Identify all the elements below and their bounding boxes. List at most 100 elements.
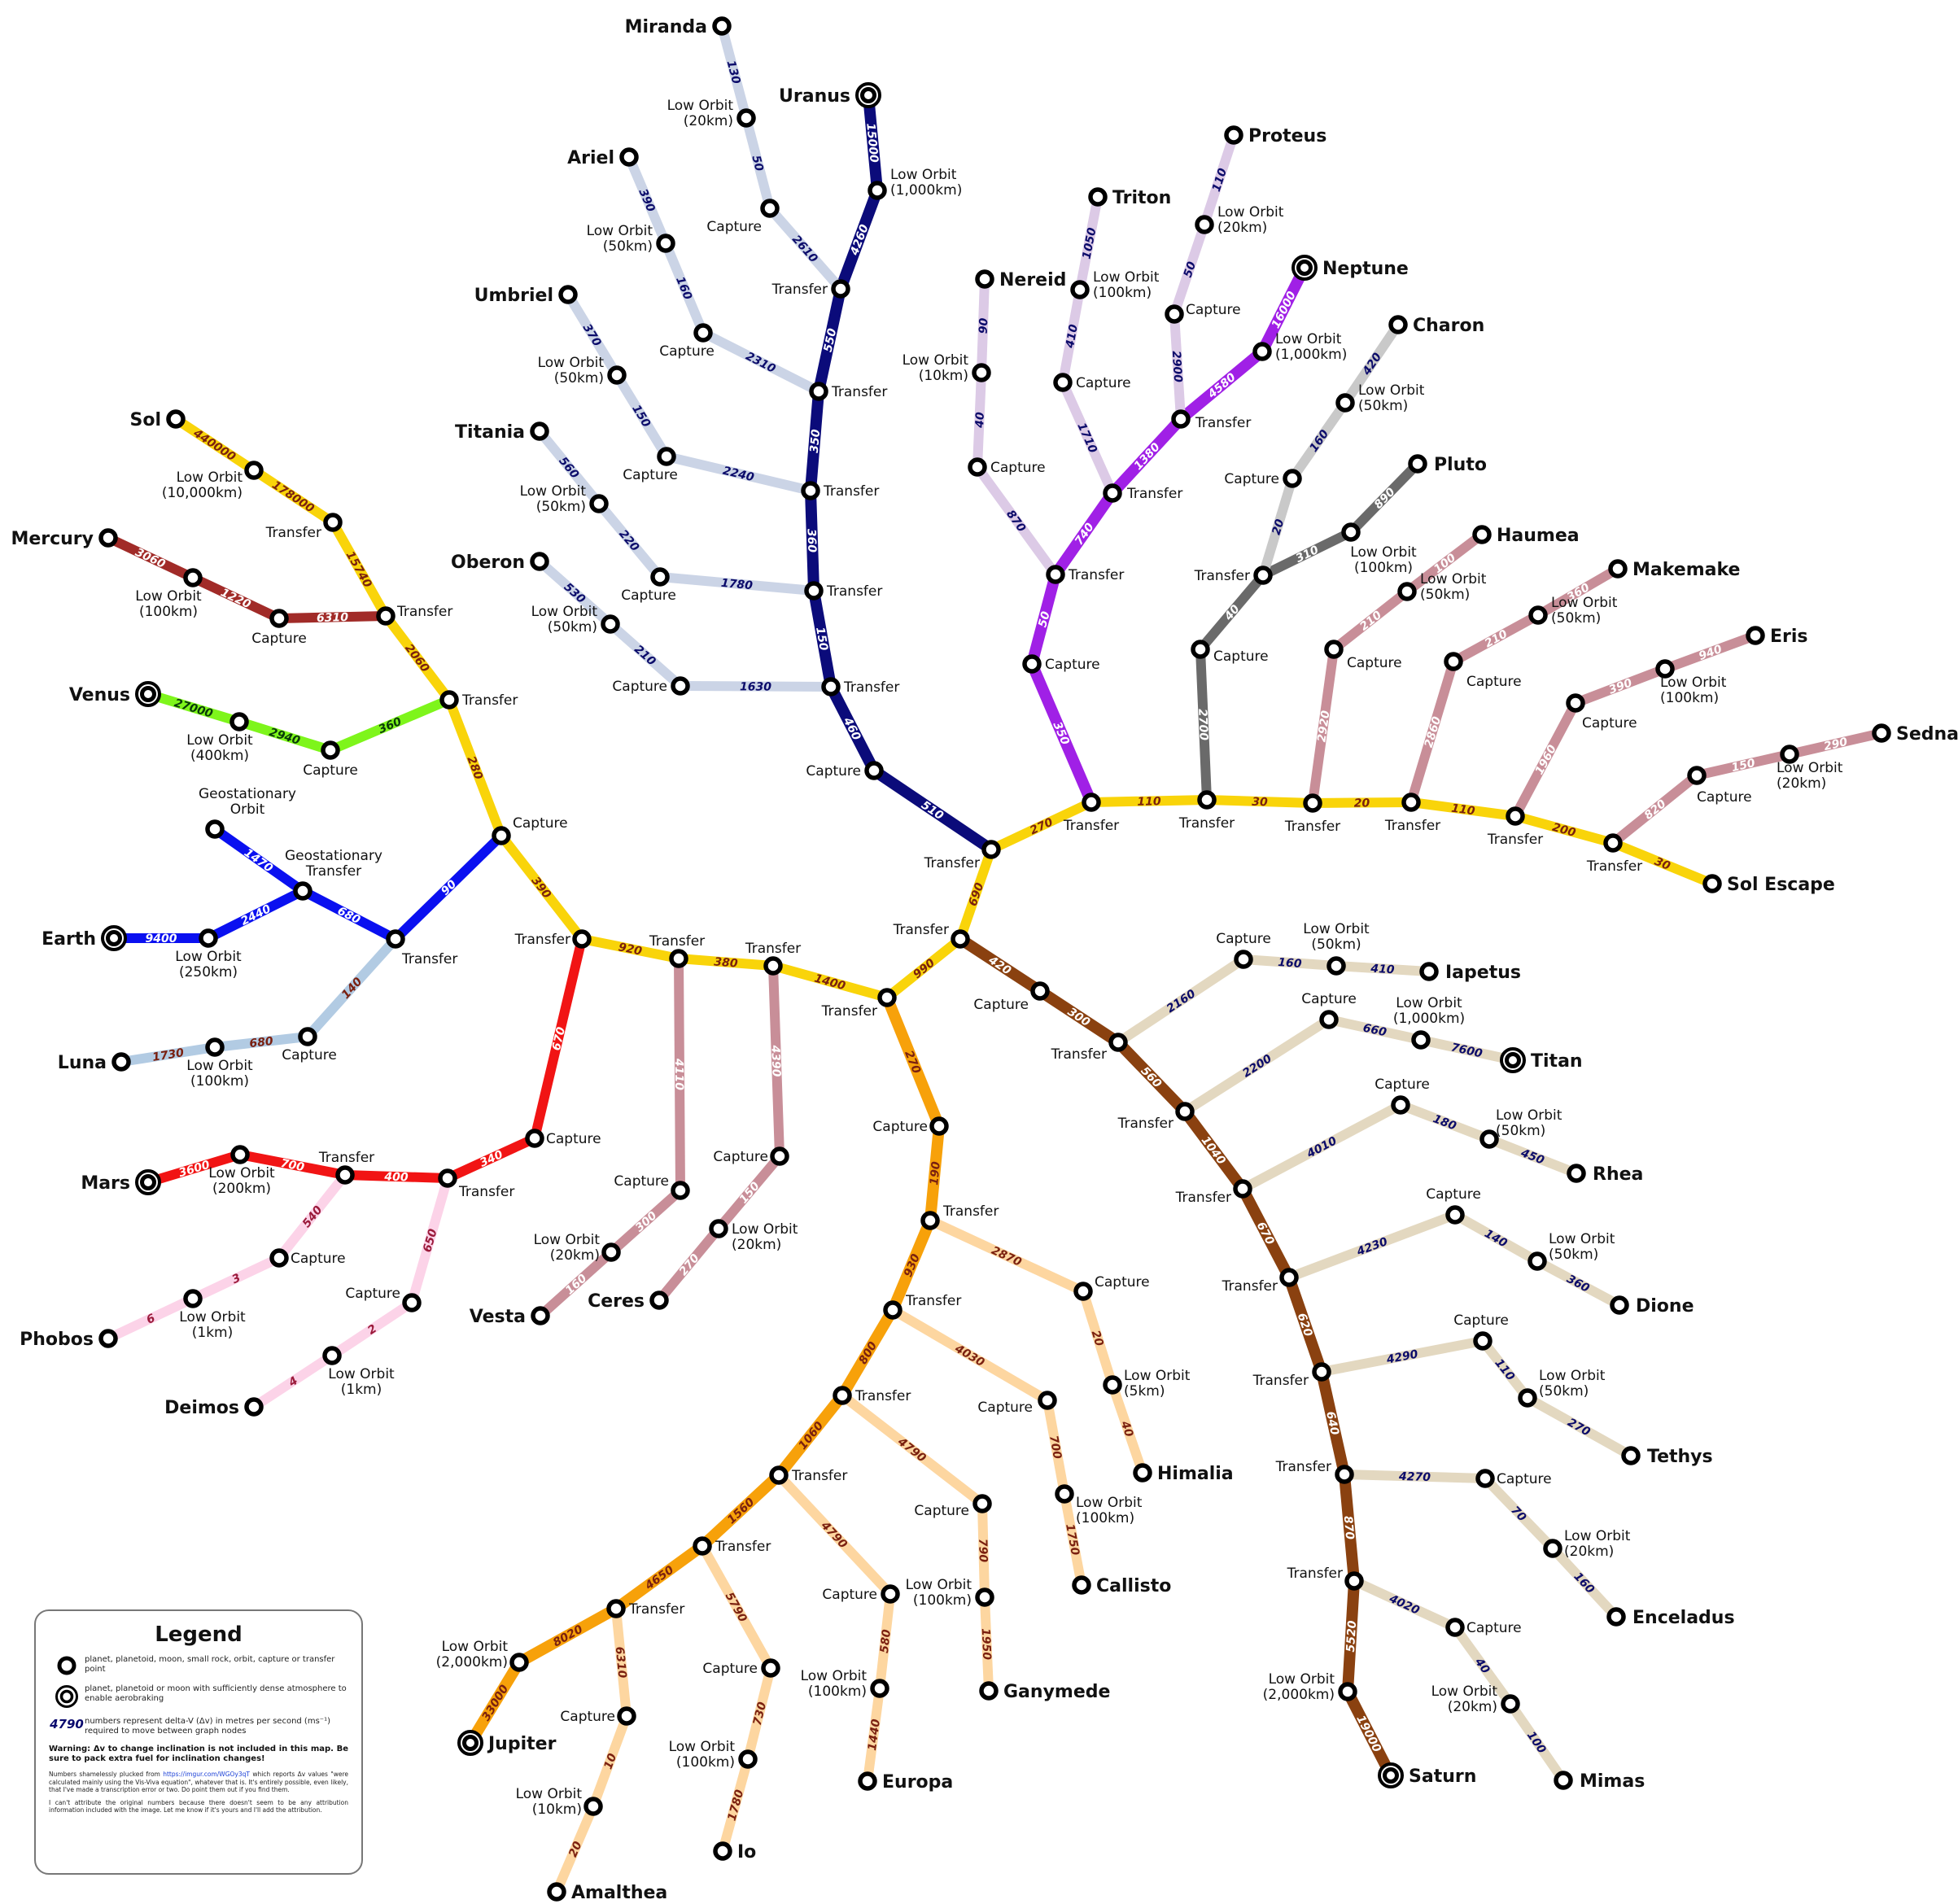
node-umbLO[interactable] xyxy=(607,365,627,385)
node-satT[interactable] xyxy=(951,929,970,949)
node-jupT2[interactable] xyxy=(883,1300,903,1320)
node-pluC[interactable] xyxy=(1191,640,1210,659)
node-uraT[interactable] xyxy=(981,840,1001,859)
node-escape[interactable] xyxy=(1702,874,1722,893)
node-chaLO[interactable] xyxy=(1335,393,1355,413)
node-sol[interactable] xyxy=(166,409,186,429)
node-rhea[interactable] xyxy=(1567,1164,1586,1183)
node-marT[interactable] xyxy=(438,1168,457,1188)
node-lunC[interactable] xyxy=(298,1027,317,1046)
node-ganymede[interactable] xyxy=(979,1681,999,1701)
node-eris[interactable] xyxy=(1746,626,1765,645)
node-geoT[interactable] xyxy=(293,881,312,901)
node-dione[interactable] xyxy=(1610,1295,1629,1315)
node-nepT3[interactable] xyxy=(1171,409,1191,429)
node-dioC[interactable] xyxy=(1445,1205,1465,1225)
node-iapLO[interactable] xyxy=(1326,956,1346,976)
node-hauC[interactable] xyxy=(1324,640,1344,659)
node-triC[interactable] xyxy=(1053,373,1073,392)
node-marT2[interactable] xyxy=(335,1165,355,1185)
node-charon[interactable] xyxy=(1388,315,1408,334)
node-ioLO[interactable] xyxy=(738,1749,758,1769)
node-phobos[interactable] xyxy=(98,1329,118,1348)
node-mercury[interactable] xyxy=(98,528,118,548)
node-encC[interactable] xyxy=(1475,1469,1495,1488)
node-eurLO[interactable] xyxy=(870,1679,889,1698)
node-nepT[interactable] xyxy=(1082,793,1101,812)
node-satT4[interactable] xyxy=(1279,1268,1299,1287)
node-eurC[interactable] xyxy=(881,1584,900,1604)
node-satT7[interactable] xyxy=(1344,1571,1364,1591)
node-satT5[interactable] xyxy=(1312,1362,1331,1382)
node-obeLO[interactable] xyxy=(601,614,620,634)
node-vesT[interactable] xyxy=(669,949,688,968)
node-earT2[interactable] xyxy=(386,929,405,949)
node-proteus[interactable] xyxy=(1224,125,1243,145)
credit-link[interactable]: https://imgur.com/WGOy3qT xyxy=(163,1771,250,1778)
node-haumea[interactable] xyxy=(1472,525,1492,544)
node-himC[interactable] xyxy=(1073,1282,1093,1301)
node-umbC[interactable] xyxy=(657,447,676,466)
node-nepLO[interactable] xyxy=(1252,342,1272,361)
node-ariel[interactable] xyxy=(619,147,639,167)
node-ioC[interactable] xyxy=(761,1658,780,1678)
node-io[interactable] xyxy=(713,1841,732,1861)
node-eriT[interactable] xyxy=(1506,806,1525,826)
node-umbriel[interactable] xyxy=(558,285,578,304)
node-pluto[interactable] xyxy=(1408,454,1427,474)
node-uraT5[interactable] xyxy=(831,279,850,299)
node-mirC[interactable] xyxy=(760,199,780,218)
node-cerLO[interactable] xyxy=(709,1219,728,1238)
node-ganC[interactable] xyxy=(972,1494,992,1513)
node-mirLO[interactable] xyxy=(736,108,756,128)
node-satT6[interactable] xyxy=(1335,1465,1354,1484)
node-calLO[interactable] xyxy=(1055,1484,1074,1504)
node-encLO[interactable] xyxy=(1543,1539,1562,1558)
node-merC[interactable] xyxy=(269,609,289,628)
node-sedna[interactable] xyxy=(1872,723,1891,743)
node-solT[interactable] xyxy=(323,513,343,532)
node-jupC[interactable] xyxy=(929,1116,949,1136)
node-europa[interactable] xyxy=(858,1771,877,1791)
node-uraLO[interactable] xyxy=(868,181,887,200)
node-uraT2[interactable] xyxy=(804,581,824,600)
node-triLO[interactable] xyxy=(1070,280,1090,299)
node-makemake[interactable] xyxy=(1608,559,1628,579)
node-vesC[interactable] xyxy=(671,1181,690,1200)
node-solLO[interactable] xyxy=(244,461,264,480)
node-ariLO[interactable] xyxy=(656,234,675,253)
node-pluT[interactable] xyxy=(1197,790,1217,810)
node-jupT3[interactable] xyxy=(833,1386,852,1405)
node-mimC[interactable] xyxy=(1445,1618,1465,1637)
node-pluLO[interactable] xyxy=(1341,522,1361,542)
node-hauLO[interactable] xyxy=(1397,582,1417,601)
node-proLO[interactable] xyxy=(1195,215,1214,234)
node-uraT3[interactable] xyxy=(801,481,820,500)
node-satLO[interactable] xyxy=(1338,1682,1357,1701)
node-venLO[interactable] xyxy=(229,712,249,731)
node-haumT[interactable] xyxy=(1303,793,1322,813)
node-marLO[interactable] xyxy=(230,1145,250,1164)
node-sedLO[interactable] xyxy=(1780,745,1799,764)
node-earT[interactable] xyxy=(572,929,592,949)
node-iapC[interactable] xyxy=(1234,950,1253,969)
node-dioLO[interactable] xyxy=(1528,1251,1547,1271)
node-jupT6[interactable] xyxy=(606,1599,626,1618)
node-mimas[interactable] xyxy=(1554,1771,1573,1790)
node-uraC[interactable] xyxy=(864,761,884,780)
node-enceladus[interactable] xyxy=(1606,1607,1626,1627)
node-merT[interactable] xyxy=(376,606,396,626)
node-deimos[interactable] xyxy=(244,1397,264,1417)
node-oberon[interactable] xyxy=(530,552,549,571)
node-luna[interactable] xyxy=(111,1052,131,1072)
node-miranda[interactable] xyxy=(712,16,732,36)
node-makC[interactable] xyxy=(1444,652,1463,671)
node-jupT1[interactable] xyxy=(920,1211,940,1230)
node-jupT4[interactable] xyxy=(769,1465,789,1485)
node-venC[interactable] xyxy=(321,740,340,760)
node-titaC[interactable] xyxy=(650,567,670,587)
node-proC[interactable] xyxy=(1165,304,1184,324)
node-vesLO[interactable] xyxy=(601,1242,621,1262)
node-makeT[interactable] xyxy=(1401,793,1421,812)
node-nerLO[interactable] xyxy=(972,363,991,382)
